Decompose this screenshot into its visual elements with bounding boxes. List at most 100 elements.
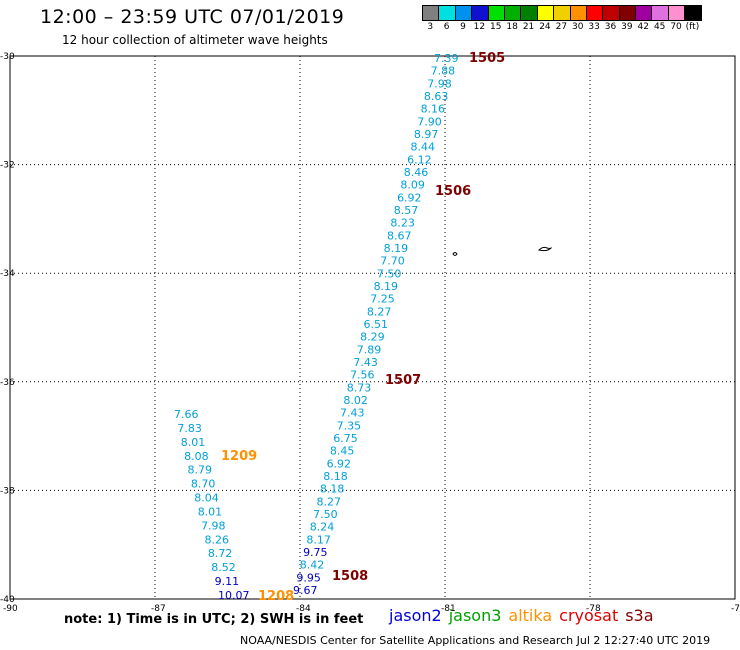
- color-scale-label: 27: [555, 22, 568, 32]
- lat-tick-label: -30: [0, 52, 15, 62]
- color-scale-bin: 18: [503, 5, 522, 32]
- lon-tick-label: -87: [151, 604, 166, 614]
- wave-height-value: 9.67: [293, 584, 318, 597]
- color-scale-legend: 3 6 9 12 15 18 21 24 27 30 33 36 39 42 45 70 (ft): [422, 5, 702, 32]
- wave-height-value: 8.08: [184, 450, 209, 463]
- wave-height-value: 8.24: [310, 521, 335, 534]
- lon-tick-label: -90: [3, 604, 18, 614]
- wave-height-value: 8.97: [414, 128, 439, 141]
- color-scale-label: 45: [653, 22, 666, 32]
- color-scale-label: 42: [637, 22, 649, 32]
- color-scale-label: 70: [670, 22, 682, 32]
- wave-height-value: 8.17: [306, 533, 331, 546]
- wave-height-value: 10.07: [218, 589, 250, 602]
- wave-height-value: 8.23: [390, 217, 415, 230]
- wave-height-value: 7.25: [370, 293, 395, 306]
- wave-height-value: 9.11: [215, 575, 240, 588]
- pass-time-label: 1506: [435, 184, 471, 199]
- coastline-islands: [452, 246, 552, 256]
- lat-tick-label: -34: [0, 269, 15, 279]
- pass-time-labels: 1505 1506 1507 1508 1209 1208: [221, 51, 505, 604]
- wave-height-value: 8.18: [320, 483, 345, 496]
- lon-tick-label: -84: [296, 604, 311, 614]
- color-scale-label: 15: [490, 22, 502, 32]
- color-scale-label: 12: [473, 22, 486, 32]
- color-scale-label: 6: [443, 22, 450, 32]
- wave-height-value: 8.16: [421, 103, 446, 116]
- color-scale-label: (ft): [685, 22, 700, 32]
- lat-tick-label: -38: [0, 486, 15, 496]
- pass-time-label: 1507: [385, 373, 421, 388]
- color-scale-bin: 42: [635, 5, 653, 32]
- wave-height-value: 8.09: [400, 179, 425, 192]
- wave-height-value: 8.73: [347, 381, 372, 394]
- wave-height-value: 8.04: [194, 492, 219, 505]
- wave-height-value: 6.75: [333, 432, 358, 445]
- wave-height-value: 8.63: [424, 90, 449, 103]
- wave-height-value: 8.57: [394, 204, 419, 217]
- color-swatch: [684, 5, 702, 21]
- wave-height-value: 6.51: [364, 318, 389, 331]
- island-outline: [452, 252, 458, 256]
- lon-tick-label: -78: [586, 604, 601, 614]
- wave-height-value: 8.72: [208, 547, 233, 560]
- lon-tick-label: -81: [441, 604, 456, 614]
- color-scale-bin: 9: [454, 5, 473, 32]
- wave-height-value: 7.98: [201, 519, 226, 532]
- satellite-legend: jason2 jason3 altika cryosat s3a: [389, 606, 654, 625]
- wave-height-value: 8.29: [360, 331, 385, 344]
- lat-tick-label: -40: [0, 595, 15, 605]
- color-scale-label: 33: [588, 22, 600, 32]
- wave-height-value: 7.98: [427, 77, 452, 90]
- pass-time-label: 1208: [258, 589, 294, 604]
- lon-tick-label: -75: [731, 604, 740, 614]
- wave-height-value: 7.89: [357, 343, 382, 356]
- pass-time-label: 1505: [469, 51, 505, 66]
- wave-height-value: 8.42: [300, 559, 325, 572]
- wave-height-value: 7.70: [380, 255, 405, 268]
- color-scale-label: 3: [427, 22, 434, 32]
- wave-height-value: 9.95: [296, 571, 321, 584]
- satellite-legend-item: s3a: [625, 606, 654, 625]
- wave-height-value: 7.88: [431, 65, 456, 78]
- lat-tick-label: -32: [0, 161, 15, 171]
- satellite-legend-item: cryosat: [559, 606, 619, 625]
- wave-height-value: 8.26: [204, 533, 229, 546]
- wave-height-value: 8.27: [317, 495, 342, 508]
- color-scale-label: 39: [621, 22, 633, 32]
- wave-height-value: 8.19: [384, 242, 409, 255]
- wave-height-value: 7.83: [177, 422, 202, 435]
- color-scale-label: 9: [460, 22, 466, 32]
- axis-ticks: -90 -87 -84 -81 -78 -75 -30 -32 -34 -36 -38 -40: [0, 52, 740, 614]
- island-outline: [538, 246, 552, 252]
- color-scale-label: 30: [571, 22, 584, 32]
- wave-height-value: 7.50: [313, 508, 338, 521]
- color-scale-label: 24: [539, 22, 551, 32]
- map-frame: [9, 55, 736, 600]
- satellite-legend-item: jason2: [389, 606, 442, 625]
- wave-height-value: 8.02: [343, 394, 368, 407]
- wave-height-value: 7.35: [337, 419, 362, 432]
- wave-height-value: 9.75: [303, 546, 328, 559]
- footer-credit: NOAA/NESDIS Center for Satellite Applica…: [240, 634, 711, 647]
- color-scale-bin: (ft): [684, 5, 702, 32]
- wave-height-value: 7.43: [340, 407, 365, 420]
- pass-time-label: 1209: [221, 449, 257, 464]
- wave-height-value: 8.01: [198, 505, 223, 518]
- wave-height-value: 8.67: [387, 229, 412, 242]
- wave-height-value: 8.52: [211, 561, 236, 574]
- wave-height-value: 6.92: [397, 191, 422, 204]
- page-subtitle: 12 hour collection of altimeter wave hei…: [62, 33, 328, 47]
- wave-height-value: 6.12: [407, 153, 432, 166]
- wave-height-value: 7.39: [434, 52, 459, 65]
- lat-tick-label: -36: [0, 378, 15, 388]
- page-title: 12:00 – 23:59 UTC 07/01/2019: [40, 6, 345, 28]
- pass-time-label: 1508: [332, 569, 368, 584]
- color-scale-label: 36: [604, 22, 617, 32]
- wave-height-value: 7.50: [377, 267, 402, 280]
- map-note: note: 1) Time is in UTC; 2) SWH is in fe…: [64, 612, 364, 627]
- wave-height-value: 8.19: [374, 280, 399, 293]
- color-scale-label: 21: [522, 22, 535, 32]
- wave-height-value: 8.18: [323, 470, 348, 483]
